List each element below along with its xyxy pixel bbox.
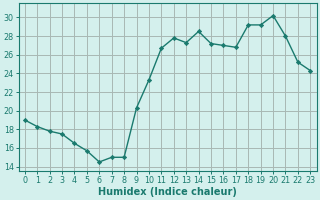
- X-axis label: Humidex (Indice chaleur): Humidex (Indice chaleur): [98, 187, 237, 197]
